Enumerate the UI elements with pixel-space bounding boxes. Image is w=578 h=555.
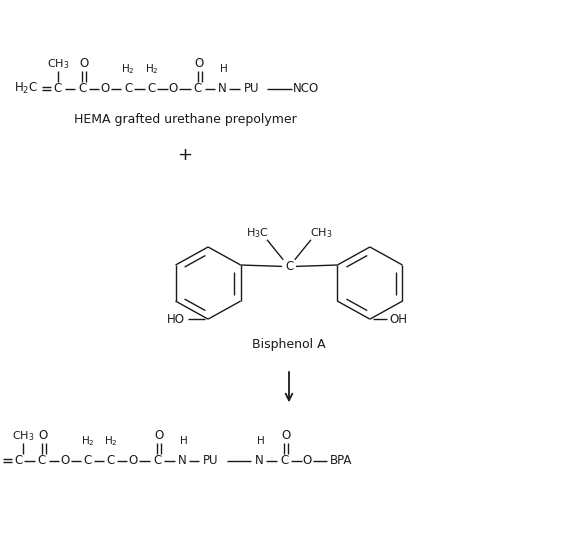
Text: O: O (101, 82, 110, 95)
Text: $\mathrm{CH_3}$: $\mathrm{CH_3}$ (12, 429, 34, 442)
Text: HEMA grafted urethane prepolymer: HEMA grafted urethane prepolymer (73, 113, 297, 126)
Text: C: C (54, 82, 62, 95)
Text: $\mathrm{H_2}$: $\mathrm{H_2}$ (81, 435, 95, 448)
Text: C: C (84, 454, 92, 467)
Text: $\mathrm{H_2}$: $\mathrm{H_2}$ (144, 63, 158, 76)
Text: O: O (79, 57, 88, 70)
Text: $\mathrm{H_2}$: $\mathrm{H_2}$ (121, 63, 135, 76)
Text: $\mathrm{H_3C}$: $\mathrm{H_3C}$ (246, 226, 269, 240)
Text: O: O (281, 429, 291, 442)
Text: O: O (128, 454, 138, 467)
Text: O: O (154, 429, 164, 442)
Text: PU: PU (244, 82, 259, 95)
Text: C: C (285, 260, 293, 273)
Text: O: O (39, 429, 48, 442)
Text: +: + (177, 147, 192, 164)
Text: NCO: NCO (293, 82, 320, 95)
Text: O: O (60, 454, 69, 467)
Text: N: N (177, 454, 187, 467)
Text: $\mathrm{H_2C}$: $\mathrm{H_2C}$ (14, 81, 38, 97)
Text: O: O (195, 57, 204, 70)
Text: H: H (220, 64, 228, 74)
Text: HO: HO (167, 312, 186, 326)
Text: C: C (280, 454, 288, 467)
Text: BPA: BPA (330, 454, 352, 467)
Text: $\mathrm{H_2}$: $\mathrm{H_2}$ (104, 435, 118, 448)
Text: $\mathrm{CH_3}$: $\mathrm{CH_3}$ (310, 226, 332, 240)
Text: C: C (107, 454, 115, 467)
Text: C: C (14, 454, 23, 467)
Text: H: H (180, 436, 188, 446)
Text: Bisphenol A: Bisphenol A (252, 337, 326, 351)
Text: C: C (194, 82, 202, 95)
Text: N: N (254, 454, 264, 467)
Text: OH: OH (390, 312, 408, 326)
Text: C: C (153, 454, 161, 467)
Text: O: O (169, 82, 178, 95)
Text: N: N (218, 82, 227, 95)
Text: O: O (303, 454, 312, 467)
Text: C: C (78, 82, 86, 95)
Text: H: H (257, 436, 265, 446)
Text: C: C (124, 82, 132, 95)
Text: C: C (38, 454, 46, 467)
Text: C: C (147, 82, 155, 95)
Text: PU: PU (203, 454, 218, 467)
Text: $\mathrm{CH_3}$: $\mathrm{CH_3}$ (47, 57, 69, 70)
